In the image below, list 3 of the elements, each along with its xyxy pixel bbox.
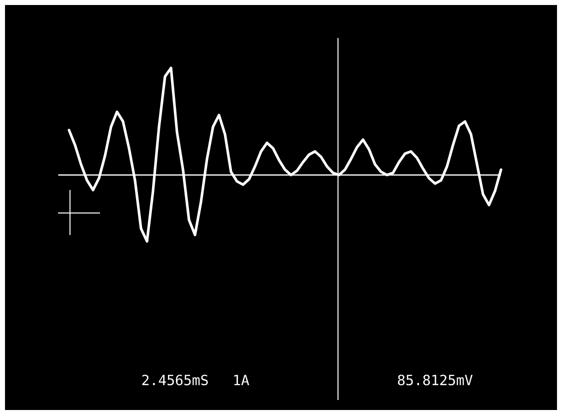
- text: 1A: [234, 374, 250, 386]
- text: 2.4565mS: [142, 374, 208, 386]
- text: 85.8125mV: [398, 374, 473, 386]
